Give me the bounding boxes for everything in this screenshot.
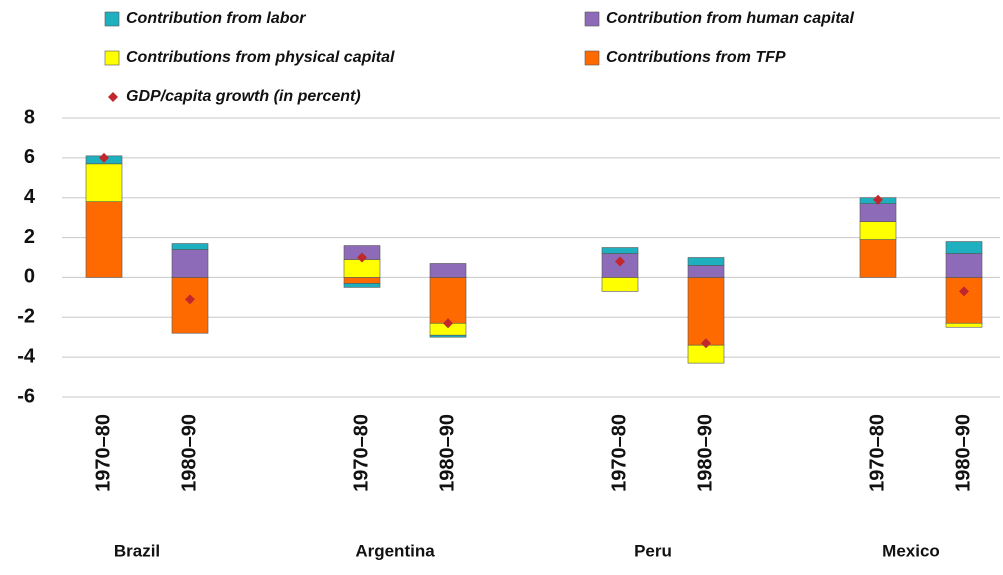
bar-segment [945, 241, 983, 254]
gdp-marker [873, 194, 883, 205]
group-label: Peru [634, 541, 672, 560]
legend-label: Contribution from labor [126, 10, 306, 27]
bar-segment [343, 283, 381, 288]
bar-segment [945, 277, 983, 324]
legend-label: Contribution from human capital [606, 10, 855, 27]
bar-segment [945, 253, 983, 278]
x-tick-label: 1970–80 [92, 414, 114, 492]
bar-segment [687, 257, 725, 266]
bar-segment [429, 334, 467, 338]
bar-segment [429, 263, 467, 278]
x-tick-label: 1970–80 [866, 414, 888, 492]
bar-segment [687, 277, 725, 346]
legend-label: GDP/capita growth (in percent) [126, 88, 361, 105]
bar-segment [343, 277, 381, 284]
x-tick-label: 1980–90 [952, 414, 974, 492]
x-tick-label: 1970–80 [608, 414, 630, 492]
legend-swatch [108, 92, 118, 102]
legend-swatch [104, 50, 120, 66]
gdp-marker [959, 286, 969, 297]
x-tick-label: 1980–90 [694, 414, 716, 492]
y-tick-label: 6 [24, 146, 35, 168]
gdp-marker [99, 152, 109, 163]
gdp-marker [615, 256, 625, 267]
bar-segment [85, 163, 123, 202]
legend-label: Contributions from physical capital [126, 49, 395, 66]
bar-segment [429, 277, 467, 324]
y-tick-label: 0 [24, 266, 35, 288]
y-tick-label: -2 [17, 306, 35, 328]
gdp-marker [443, 318, 453, 329]
group-label: Brazil [114, 541, 160, 560]
y-tick-label: 2 [24, 226, 35, 248]
bar-segment [85, 201, 123, 278]
bar-segment [859, 203, 897, 222]
bar-segment [859, 239, 897, 278]
gdp-marker [357, 252, 367, 263]
x-tick-label: 1980–90 [178, 414, 200, 492]
y-tick-label: 4 [24, 186, 36, 208]
y-tick-label: 8 [24, 106, 35, 128]
bar-segment [171, 277, 209, 334]
bar-segment [601, 247, 639, 254]
legend-swatch [104, 11, 120, 27]
bar-segment [171, 243, 209, 250]
x-tick-label: 1970–80 [350, 414, 372, 492]
bar-segment [859, 221, 897, 240]
gdp-marker [701, 338, 711, 349]
bar-segment [171, 249, 209, 278]
legend-label: Contributions from TFP [606, 49, 786, 66]
bar-segment [601, 277, 639, 292]
y-tick-label: -6 [17, 385, 35, 407]
x-tick-label: 1980–90 [436, 414, 458, 492]
group-label: Argentina [355, 541, 435, 560]
group-label: Mexico [882, 541, 940, 560]
bar-segment [945, 322, 983, 328]
legend-swatch [584, 11, 600, 27]
legend-swatch [584, 50, 600, 66]
bar-segment [687, 265, 725, 278]
y-tick-label: -4 [17, 345, 36, 367]
gdp-marker [185, 294, 195, 305]
